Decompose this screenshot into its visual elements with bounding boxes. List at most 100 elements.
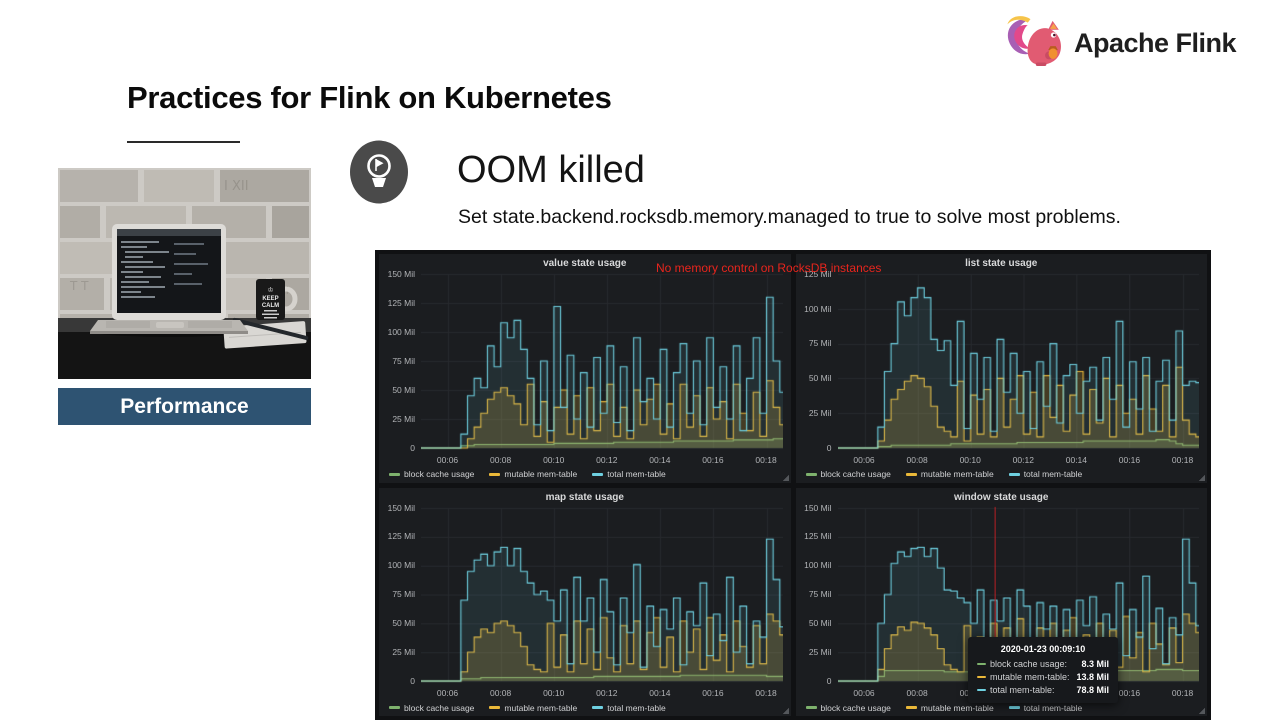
title-underline: [127, 141, 240, 143]
lightbulb-icon: [350, 140, 408, 204]
tooltip-value: 13.8 Mil: [1076, 672, 1109, 682]
y-tick-label: 0: [826, 442, 832, 453]
y-tick-label: 25 Mil: [808, 647, 832, 658]
chart-canvas-list-state: [837, 271, 1199, 453]
svg-text:T T: T T: [69, 279, 89, 293]
y-tick-label: 75 Mil: [392, 589, 415, 600]
tooltip-row: total mem-table: 78.8 Mil: [977, 685, 1109, 695]
x-tick-label: 00:18: [755, 688, 777, 698]
legend-item: total mem-table: [592, 703, 666, 713]
x-tick-label: 00:08: [489, 688, 512, 698]
laptop: [90, 224, 248, 334]
legend-item: total mem-table: [1008, 469, 1082, 479]
tooltip-label: mutable mem-table:: [990, 672, 1070, 682]
x-tick-label: 00:06: [853, 688, 875, 698]
tooltip-label: total mem-table:: [990, 685, 1055, 695]
svg-text:CALM: CALM: [262, 303, 279, 309]
panel-title: window state usage: [954, 491, 1049, 503]
panel-value-state-usage: value state usage 0 25 Mil 50 Mil 75 Mil 100…: [379, 254, 791, 483]
series-color-swatch: [977, 688, 986, 692]
svg-text:I XII: I XII: [224, 179, 249, 194]
legend: block cache usage mutable mem-table total …: [796, 699, 1208, 716]
y-tick-label: 0: [410, 676, 415, 686]
chart-canvas-map-state: [421, 504, 783, 686]
callout-heading: OOM killed: [457, 149, 645, 191]
series-color-swatch: [389, 706, 400, 709]
y-axis-labels: 0 25 Mil 50 Mil 75 Mil 100 Mil 125 Mil 150 Mil: [379, 269, 421, 453]
y-tick-label: 25 Mil: [808, 407, 832, 418]
series-color-swatch: [905, 706, 917, 709]
panel-title: map state usage: [545, 491, 624, 503]
series-color-swatch: [977, 675, 986, 679]
legend-item: mutable mem-table: [489, 469, 577, 479]
y-tick-label: 125 Mil: [804, 269, 832, 279]
y-tick-label: 125 Mil: [804, 531, 832, 542]
x-tick-label: 00:14: [649, 454, 671, 465]
legend-item: mutable mem-table: [905, 702, 994, 713]
y-axis-labels: 0 25 Mil 50 Mil 75 Mil 100 Mil 125 Mil 150 Mil: [796, 502, 838, 687]
series-color-swatch: [592, 472, 604, 476]
apache-flink-logo: Apache Flink: [1003, 14, 1237, 72]
x-tick-label: 00:16: [702, 688, 724, 698]
series-color-swatch: [1008, 706, 1020, 709]
x-tick-label: 00:12: [596, 454, 618, 465]
legend-label: mutable mem-table: [504, 469, 578, 479]
chart-canvas-value-state: [421, 271, 783, 453]
legend-item: mutable mem-table: [905, 469, 994, 479]
tooltip-value: 78.8 Mil: [1076, 685, 1109, 695]
x-tick-label: 00:16: [1118, 688, 1141, 698]
legend-item: total mem-table: [1008, 703, 1082, 713]
y-tick-label: 75 Mil: [808, 338, 832, 349]
legend-item: block cache usage: [805, 703, 891, 713]
series-color-swatch: [489, 706, 501, 709]
y-tick-label: 50 Mil: [808, 618, 832, 629]
x-tick-label: 00:14: [649, 688, 671, 698]
x-tick-label: 00:08: [906, 454, 928, 465]
y-tick-label: 100 Mil: [387, 560, 415, 571]
legend-label: block cache usage: [404, 702, 475, 713]
panel-title: list state usage: [965, 258, 1038, 269]
laptop-desk-photo: I XII T T T XI ♔ KEEP CALM: [58, 168, 311, 379]
y-tick-label: 125 Mil: [387, 531, 415, 542]
legend: block cache usage mutable mem-table total …: [796, 466, 1208, 483]
mug: ♔ KEEP CALM: [256, 279, 298, 320]
y-tick-label: 50 Mil: [392, 618, 415, 629]
x-tick-label: 00:10: [543, 688, 565, 698]
y-axis-labels: 0 25 Mil 50 Mil 75 Mil 100 Mil 125 Mil 150 Mil: [379, 503, 421, 687]
y-tick-label: 100 Mil: [804, 560, 832, 571]
y-tick-label: 150 Mil: [387, 269, 415, 279]
series-color-swatch: [977, 662, 986, 666]
y-tick-label: 150 Mil: [804, 502, 832, 513]
legend-label: block cache usage: [404, 469, 475, 479]
x-tick-label: 00:16: [1118, 454, 1141, 465]
x-axis-labels: 00:06 00:08 00:10 00:12 00:14 00:16 00:18: [421, 686, 783, 699]
tooltip-rows: block cache usage: 8.3 Mil mutable mem-tab…: [977, 659, 1109, 695]
y-tick-label: 100 Mil: [804, 303, 832, 314]
y-tick-label: 25 Mil: [392, 647, 415, 658]
legend-label: mutable mem-table: [504, 702, 578, 713]
svg-text:♔: ♔: [267, 286, 273, 294]
x-tick-label: 00:16: [702, 454, 724, 465]
x-tick-label: 00:08: [489, 454, 512, 465]
callout-body: Set state.backend.rocksdb.memory.managed…: [458, 206, 1121, 228]
legend-label: total mem-table: [607, 702, 666, 713]
x-tick-label: 00:06: [436, 454, 459, 465]
y-tick-label: 75 Mil: [808, 589, 832, 600]
x-tick-label: 00:18: [1171, 454, 1194, 465]
y-tick-label: 125 Mil: [387, 297, 415, 308]
legend-item: block cache usage: [389, 469, 474, 479]
series-color-swatch: [389, 472, 400, 476]
graph-tooltip: 2020-01-23 00:09:10 block cache usage: 8.…: [968, 637, 1118, 703]
x-tick-label: 00:06: [436, 688, 459, 698]
y-tick-label: 50 Mil: [808, 373, 832, 384]
x-tick-label: 00:12: [596, 688, 618, 698]
section-label: Performance: [58, 388, 311, 425]
x-axis-labels: 00:06 00:08 00:10 00:12 00:14 00:16 00:18: [838, 453, 1200, 466]
legend: block cache usage mutable mem-table total …: [379, 699, 791, 716]
slide-title: Practices for Flink on Kubernetes: [127, 80, 612, 115]
x-tick-label: 00:12: [1012, 454, 1034, 465]
legend-label: mutable mem-table: [920, 702, 994, 713]
series-color-swatch: [905, 472, 917, 476]
x-tick-label: 00:10: [543, 454, 565, 465]
y-tick-label: 50 Mil: [392, 384, 415, 395]
